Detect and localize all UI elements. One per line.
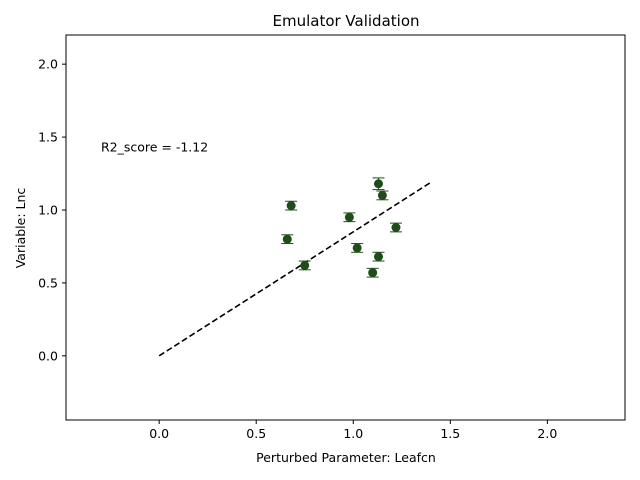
data-point — [352, 243, 362, 253]
data-point — [300, 260, 310, 270]
data-point — [377, 190, 387, 200]
data-point — [373, 179, 383, 189]
y-tick-label: 1.0 — [38, 203, 58, 218]
y-axis-label: Variable: Lnc — [13, 188, 28, 269]
plot-area: 0.0 0.5 1.0 1.5 2.0 0.0 0.5 1.0 1.5 2.0 R2_score =… — [38, 34, 626, 441]
data-point — [368, 268, 378, 278]
y-tick-label: 1.5 — [38, 130, 58, 145]
x-tick-label: 1.5 — [440, 426, 460, 441]
x-tick-label: 0.0 — [149, 426, 169, 441]
y-tick-label: 0.0 — [38, 348, 58, 363]
x-tick-label: 1.0 — [343, 426, 363, 441]
data-point — [373, 252, 383, 262]
x-axis-label: Perturbed Parameter: Leafcn — [256, 450, 436, 465]
chart-title: Emulator Validation — [272, 12, 419, 30]
y-tick-label: 2.0 — [38, 57, 58, 72]
x-tick-label: 2.0 — [537, 426, 557, 441]
data-point — [344, 212, 354, 222]
x-tick-label: 0.5 — [246, 426, 266, 441]
data-point — [282, 234, 292, 244]
data-point — [391, 223, 401, 232]
plot-frame — [65, 34, 626, 421]
r2-annotation: R2_score = -1.12 — [101, 140, 208, 155]
y-tick-label: 0.5 — [38, 275, 58, 290]
data-point — [286, 201, 296, 211]
